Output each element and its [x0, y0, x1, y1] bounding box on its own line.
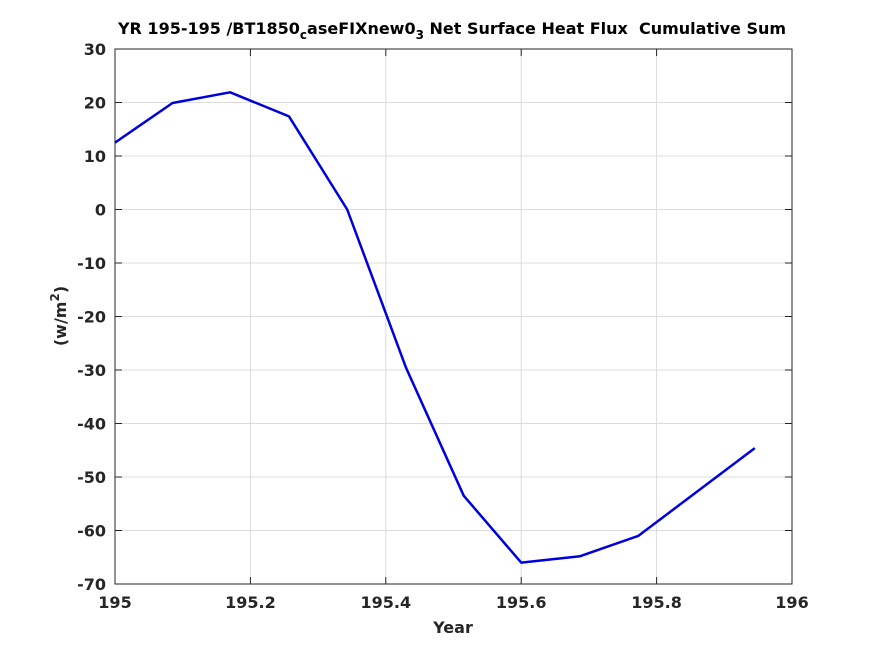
x-tick-label: 195.8	[631, 593, 682, 612]
x-tick-label: 195	[98, 593, 131, 612]
y-tick-label: 0	[95, 201, 106, 220]
y-tick-label: -70	[77, 575, 106, 594]
y-tick-label: 10	[84, 147, 106, 166]
y-tick-label: -40	[77, 415, 106, 434]
y-tick-label: 20	[84, 94, 106, 113]
x-axis-label: Year	[432, 618, 473, 637]
y-tick-label: 30	[84, 40, 106, 59]
y-axis-label: (w/m2)	[48, 286, 70, 346]
y-tick-labels: 30 20 10 0 -10 -20 -30 -40 -50 -60 -70	[77, 40, 106, 594]
plot-frame	[114, 48, 793, 585]
x-tick-label: 195.6	[496, 593, 547, 612]
x-tick-label: 195.4	[360, 593, 411, 612]
series-group	[114, 91, 756, 564]
x-tick-label: 195.2	[225, 593, 276, 612]
y-tick-label: -10	[77, 254, 106, 273]
y-tick-label: -30	[77, 361, 106, 380]
grid	[114, 48, 793, 585]
series-line	[114, 91, 756, 564]
y-tick-label: -60	[77, 522, 106, 541]
y-tick-label: -50	[77, 468, 106, 487]
x-tick-label: 196	[775, 593, 808, 612]
x-tick-labels: 195 195.2 195.4 195.6 195.8 196	[98, 593, 808, 612]
chart-title: YR 195-195 /BT1850caseFIXnew03 Net Surfa…	[117, 19, 786, 42]
y-tick-label: -20	[77, 308, 106, 327]
axes	[114, 48, 793, 585]
